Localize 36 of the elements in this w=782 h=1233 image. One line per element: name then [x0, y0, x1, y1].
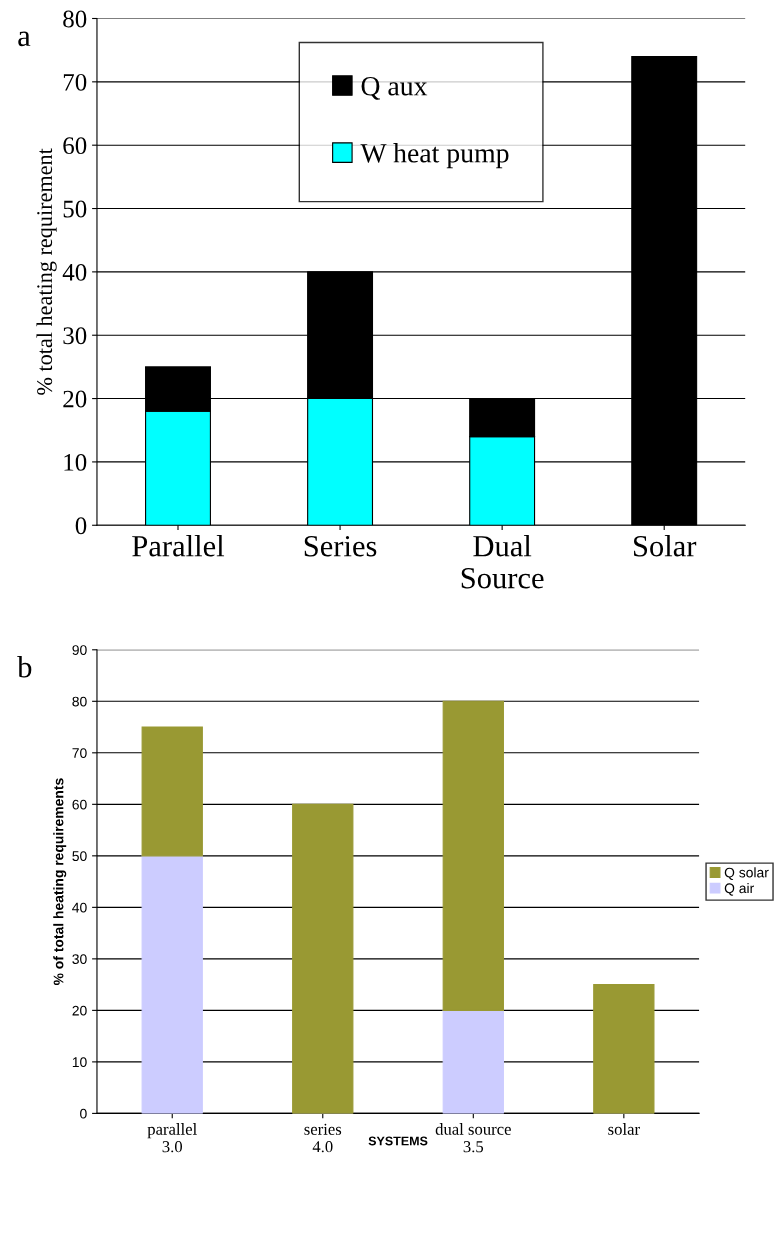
legend-label: Q solar [724, 867, 769, 880]
y-axis-title: % total heating requirement [36, 148, 57, 395]
x-tick-label: Dual Source [461, 534, 544, 589]
y-tick-label: 50 [72, 851, 87, 862]
y-tick-label: 50 [63, 200, 87, 218]
x-axis-title: SYSTEMS [368, 1136, 428, 1146]
x-tick-label: solar [608, 1123, 640, 1135]
y-tick-label: 10 [64, 453, 87, 471]
y-tick-label: 20 [63, 390, 87, 408]
y-tick-label: 0 [75, 517, 87, 535]
legend-label: Q air [724, 882, 754, 896]
x-tick-label: series 4.0 [304, 1123, 342, 1153]
y-tick-label: 70 [63, 73, 87, 91]
x-tick-label: Parallel [132, 534, 225, 557]
y-tick-label: 90 [72, 645, 87, 655]
y-tick-label: 70 [72, 748, 87, 758]
y-tick-label: 30 [72, 954, 87, 965]
y-tick-label: 10 [72, 1057, 87, 1068]
text: a [18, 31, 31, 47]
legend-label: Q aux [361, 76, 428, 100]
x-tick-label: parallel 3.0 [147, 1123, 197, 1153]
x-tick-label: Series [304, 535, 377, 557]
text: b [17, 655, 32, 678]
y-tick-label: 80 [63, 10, 87, 28]
y-tick-label: 0 [80, 1108, 87, 1119]
legend-label: W heat pump [360, 143, 509, 169]
x-tick-label: Solar [634, 534, 697, 557]
y-tick-label: 40 [62, 263, 87, 281]
y-tick-label: 40 [72, 902, 87, 913]
y-tick-label: 60 [72, 799, 87, 810]
y-tick-label: 80 [72, 696, 87, 707]
x-tick-label: dual source 3.5 [435, 1123, 511, 1153]
y-tick-label: 30 [63, 327, 87, 345]
y-tick-label: 20 [72, 1005, 87, 1016]
y-tick-label: 60 [63, 137, 87, 155]
y-axis-title: % of total heating requirements [53, 778, 67, 986]
